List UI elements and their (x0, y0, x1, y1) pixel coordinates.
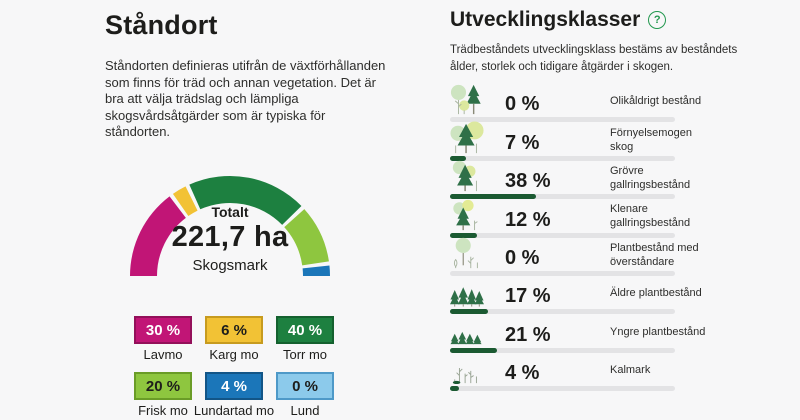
development-class-row: 0 % Olikåldrigt bestånd (450, 82, 740, 123)
class-label: Klenare gallringsbestånd (610, 203, 691, 230)
legend-label: Torr mo (282, 347, 328, 362)
legend-item-karg-mo: 6 % Karg mo (205, 316, 263, 362)
class-label: Plantbestånd med överståndare (610, 241, 699, 268)
legend-color-box: 30 % (134, 316, 192, 344)
class-label: Förnyelsemogen skog (610, 126, 692, 153)
site-type-gauge-chart: Totalt 221,7 ha Skogsmark (124, 168, 336, 282)
progress-bar-fill (450, 309, 489, 315)
progress-bar-track (450, 155, 675, 161)
younger-seedling-stand-icon (450, 313, 484, 347)
seedling-stand-overstory-icon (450, 236, 484, 270)
development-class-row: 12 % Klenare gallringsbestånd (450, 198, 740, 238)
class-percentage: 4 % (505, 362, 540, 385)
progress-bar-track (450, 309, 675, 315)
legend-item-lavmo: 30 % Lavmo (134, 316, 192, 362)
legend-color-box: 20 % (134, 372, 192, 400)
gauge-segment-karg-mo (172, 186, 198, 217)
gauge-segment-frisk-mo (284, 209, 329, 266)
class-label: Olikåldrigt bestånd (610, 95, 702, 108)
mixed-age-stand-icon (450, 82, 484, 116)
legend-item-torr-mo: 40 % Torr mo (276, 316, 334, 362)
legend-item-lundartad-mo: 4 % Lundartad mo (194, 372, 274, 418)
progress-bar-track (450, 194, 675, 200)
legend-value: 30 % (145, 321, 181, 339)
older-seedling-stand-icon (450, 274, 484, 308)
legend-value: 40 % (287, 321, 323, 339)
class-percentage: 0 % (505, 93, 540, 116)
site-type-legend: 30 % Lavmo 6 % Karg mo 40 % Torr mo 20 % Frisk … (134, 316, 334, 418)
legend-value: 6 % (221, 321, 247, 339)
gauge-center-text: Totalt 221,7 ha Skogsmark (124, 204, 336, 274)
legend-label: Lavmo (143, 347, 183, 362)
progress-bar-fill (450, 155, 466, 161)
development-class-row: 38 % Grövre gallringsbestånd (450, 159, 740, 200)
legend-item-frisk-mo: 20 % Frisk mo (134, 372, 192, 418)
utvecklingsklasser-heading: Utvecklingsklasser ? (450, 8, 667, 32)
development-class-list: 0 % Olikåldrigt bestånd 7 % Förnyelsemogen … (450, 82, 740, 392)
progress-bar-track (450, 232, 675, 238)
gauge-total-label: Totalt (211, 204, 249, 220)
class-label: Grövre gallringsbestånd (610, 164, 691, 191)
legend-color-box: 4 % (205, 372, 263, 400)
gauge-segment-torr-mo (189, 176, 302, 225)
coarse-thinning-stand-icon (450, 159, 484, 193)
development-class-row: 21 % Yngre plantbestånd (450, 313, 740, 353)
gauge-segment-lundartad-mo (302, 265, 330, 276)
gauge-arc (130, 176, 330, 276)
gauge-segment-lavmo (130, 196, 186, 276)
legend-value: 20 % (145, 377, 181, 395)
progress-bar-fill (450, 232, 477, 238)
class-label: Äldre plantbestånd (610, 287, 702, 300)
legend-label: Karg mo (209, 347, 259, 362)
legend-color-box: 6 % (205, 316, 263, 344)
legend-label: Lund (290, 403, 320, 418)
question-mark-circle-icon[interactable]: ? (648, 11, 667, 29)
class-percentage: 7 % (505, 131, 540, 154)
clearcut-icon (450, 351, 484, 385)
progress-bar-fill (450, 347, 498, 353)
gauge-total-value: 221,7 ha (171, 221, 289, 253)
legend-color-box: 0 % (276, 372, 334, 400)
class-label: Yngre plantbestånd (610, 325, 706, 338)
standort-description: Ståndorten definieras utifrån de växtför… (105, 58, 386, 139)
progress-bar-track (450, 347, 675, 353)
standort-title: Ståndort (105, 10, 218, 40)
development-class-row: 7 % Förnyelsemogen skog (450, 121, 740, 161)
development-class-row: 4 % Kalmark (450, 351, 740, 392)
gauge-area-label: Skogsmark (192, 257, 268, 274)
utvecklingsklasser-title: Utvecklingsklasser (450, 8, 641, 31)
class-percentage: 38 % (505, 170, 551, 193)
progress-bar-fill (450, 386, 459, 392)
legend-value: 0 % (292, 377, 318, 395)
development-class-row: 0 % Plantbestånd med överståndare (450, 238, 740, 276)
fine-thinning-stand-icon (450, 198, 484, 232)
class-percentage: 0 % (505, 246, 540, 269)
progress-bar-track (450, 117, 675, 123)
class-percentage: 12 % (505, 208, 551, 231)
class-label: Kalmark (610, 363, 651, 376)
progress-bar-track (450, 270, 675, 276)
legend-color-box: 40 % (276, 316, 334, 344)
development-class-row: 17 % Äldre plantbestånd (450, 274, 740, 315)
class-percentage: 21 % (505, 323, 551, 346)
progress-bar-track (450, 386, 675, 392)
legend-item-lund: 0 % Lund (276, 372, 334, 418)
progress-bar-fill (450, 194, 536, 200)
legend-value: 4 % (221, 377, 247, 395)
legend-label: Frisk mo (138, 403, 188, 418)
regeneration-mature-forest-icon (450, 121, 484, 155)
legend-label: Lundartad mo (193, 403, 275, 418)
utvecklingsklasser-description: Trädbeståndets utvecklingsklass bestäms … (450, 44, 738, 73)
class-percentage: 17 % (505, 285, 551, 308)
